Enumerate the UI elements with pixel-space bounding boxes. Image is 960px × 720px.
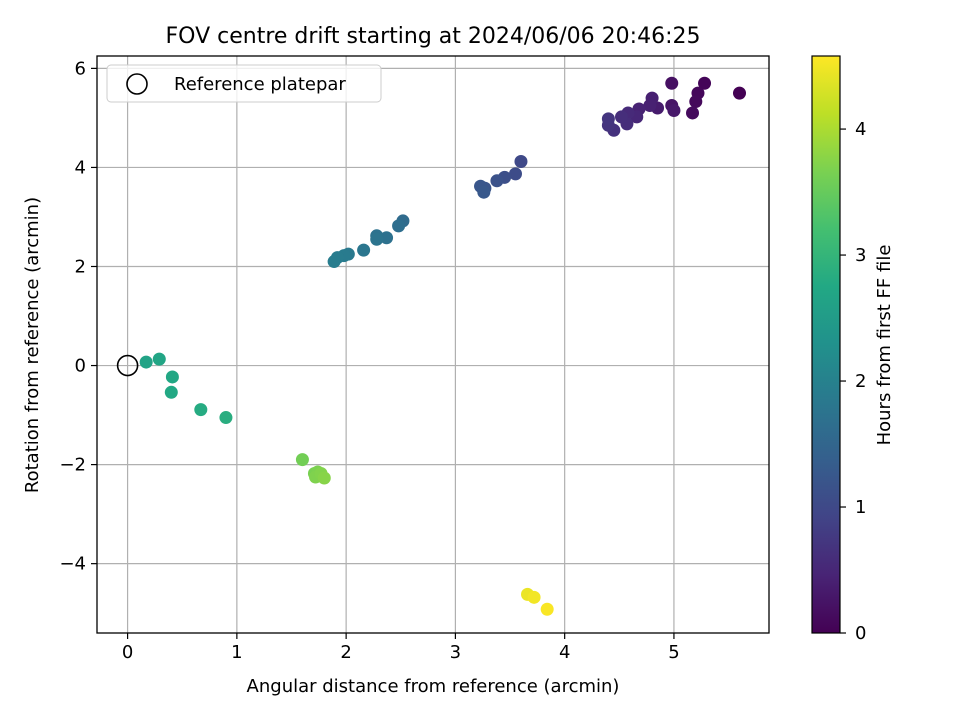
- x-axis-label: Angular distance from reference (arcmin): [247, 676, 620, 697]
- y-tick-label: 4: [75, 157, 86, 178]
- data-point: [165, 370, 179, 384]
- y-tick-label: 2: [75, 256, 86, 277]
- data-point: [152, 352, 166, 366]
- data-point: [732, 86, 746, 100]
- colorbar-tick-label: 1: [855, 497, 866, 518]
- x-tick-label: 2: [340, 642, 351, 663]
- y-axis-ticks: −4 −2 0 2 4 6: [59, 58, 97, 575]
- legend-box: [106, 64, 382, 103]
- colorbar-tick-label: 3: [855, 245, 866, 266]
- y-tick-label: −2: [59, 455, 86, 476]
- data-point: [219, 411, 233, 425]
- x-tick-label: 5: [668, 642, 679, 663]
- y-axis-label: Rotation from reference (arcmin): [22, 197, 43, 493]
- data-point: [665, 76, 679, 90]
- data-point: [490, 174, 504, 188]
- data-point: [689, 95, 703, 109]
- colorbar-label: Hours from first FF file: [874, 245, 895, 446]
- legend-label: Reference platepar: [174, 74, 346, 95]
- colorbar-ticks: 0 1 2 3 4: [840, 119, 866, 644]
- grid-lines: [97, 56, 769, 633]
- data-point: [686, 106, 700, 120]
- plot-frame: [96, 55, 770, 634]
- y-tick-label: 0: [75, 356, 86, 377]
- data-point: [508, 167, 522, 181]
- colorbar-tick-label: 4: [855, 119, 866, 140]
- x-tick-label: 3: [450, 642, 461, 663]
- x-tick-label: 1: [231, 642, 242, 663]
- data-point: [327, 255, 341, 269]
- data-point: [139, 355, 153, 369]
- data-point: [698, 76, 712, 90]
- colorbar-tick-label: 2: [855, 371, 866, 392]
- y-tick-label: 6: [75, 58, 86, 79]
- chart-title: FOV centre drift starting at 2024/06/06 …: [166, 24, 701, 49]
- data-point: [194, 403, 208, 417]
- y-tick-label: −4: [59, 554, 86, 575]
- x-tick-label: 0: [122, 642, 133, 663]
- colorbar: 0 1 2 3 4 Hours from first FF file: [811, 55, 895, 644]
- colorbar-gradient: [811, 55, 841, 634]
- data-point: [164, 385, 178, 399]
- data-point: [380, 231, 394, 245]
- data-points: [139, 76, 746, 616]
- x-tick-label: 4: [559, 642, 570, 663]
- data-point: [514, 154, 528, 168]
- data-point: [667, 103, 681, 117]
- data-point: [392, 219, 406, 233]
- data-point: [295, 453, 309, 467]
- data-point: [643, 99, 657, 113]
- data-point: [540, 602, 554, 616]
- colorbar-tick-label: 0: [855, 623, 866, 644]
- data-point: [357, 243, 371, 257]
- data-point: [317, 471, 331, 485]
- data-point: [370, 232, 384, 246]
- data-point: [527, 590, 541, 604]
- x-axis-ticks: 0 1 2 3 4 5: [122, 633, 680, 663]
- data-point: [601, 112, 615, 126]
- legend: Reference platepar: [106, 64, 382, 103]
- data-point: [614, 110, 628, 124]
- data-point: [477, 185, 491, 199]
- reference-platepar-point: [116, 354, 139, 377]
- reference-marker: [116, 354, 139, 377]
- legend-marker-open-circle: [126, 73, 148, 95]
